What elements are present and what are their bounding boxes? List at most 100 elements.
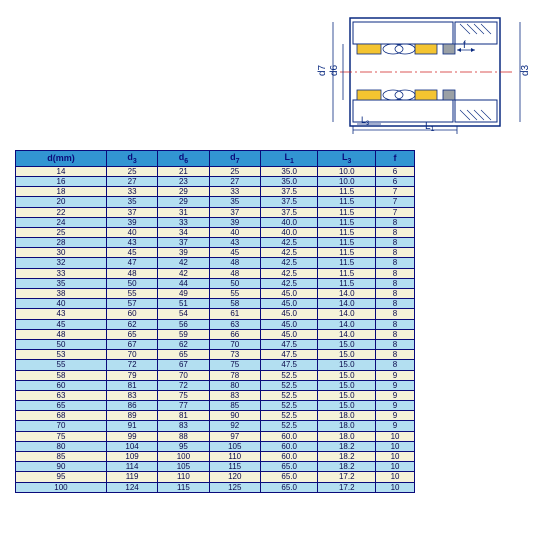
table-cell: 77: [158, 401, 209, 411]
table-cell: 65: [106, 329, 157, 339]
table-cell: 14.0: [318, 329, 376, 339]
table-cell: 44: [158, 278, 209, 288]
table-row: 7599889760.018.010: [16, 431, 415, 441]
table-cell: 92: [209, 421, 260, 431]
table-cell: 27: [106, 176, 157, 186]
seal-cross-section-diagram: d7 d6 d3 L1 L3 f: [315, 10, 535, 135]
table-cell: 99: [106, 431, 157, 441]
table-cell: 58: [209, 299, 260, 309]
table-cell: 17.2: [318, 472, 376, 482]
table-cell: 18.2: [318, 452, 376, 462]
table-cell: 37: [158, 238, 209, 248]
table-row: 1833293337.511.57: [16, 187, 415, 197]
table-cell: 14.0: [318, 299, 376, 309]
table-row: 5067627047.515.08: [16, 339, 415, 349]
table-cell: 60.0: [260, 431, 318, 441]
table-cell: 17.2: [318, 482, 376, 492]
table-cell: 10: [376, 462, 415, 472]
col-d7: d7: [209, 151, 260, 167]
table-cell: 81: [158, 411, 209, 421]
table-cell: 37.5: [260, 207, 318, 217]
table-cell: 48: [209, 268, 260, 278]
table-cell: 45.0: [260, 309, 318, 319]
table-cell: 28: [16, 238, 107, 248]
table-cell: 11.5: [318, 278, 376, 288]
col-L3: L3: [318, 151, 376, 167]
table-cell: 8: [376, 309, 415, 319]
table-cell: 73: [209, 350, 260, 360]
table-cell: 72: [158, 380, 209, 390]
table-cell: 90: [209, 411, 260, 421]
table-row: 4057515845.014.08: [16, 299, 415, 309]
table-cell: 67: [158, 360, 209, 370]
table-cell: 10: [376, 482, 415, 492]
table-cell: 35.0: [260, 166, 318, 176]
table-cell: 9: [376, 390, 415, 400]
table-cell: 97: [209, 431, 260, 441]
table-cell: 83: [158, 421, 209, 431]
table-cell: 8: [376, 278, 415, 288]
table-cell: 90: [16, 462, 107, 472]
table-cell: 70: [16, 421, 107, 431]
table-cell: 18.0: [318, 411, 376, 421]
table-cell: 8: [376, 360, 415, 370]
table-cell: 33: [209, 187, 260, 197]
table-cell: 39: [106, 217, 157, 227]
table-cell: 55: [209, 289, 260, 299]
dimensions-table: d(mm) d3 d6 d7 L1 L3 f 1425212535.010.06…: [15, 150, 415, 493]
table-cell: 18.2: [318, 462, 376, 472]
table-cell: 75: [209, 360, 260, 370]
table-cell: 120: [209, 472, 260, 482]
table-cell: 7: [376, 207, 415, 217]
table-cell: 9: [376, 401, 415, 411]
table-cell: 11.5: [318, 258, 376, 268]
table-cell: 35: [209, 197, 260, 207]
table-cell: 65: [158, 350, 209, 360]
table-cell: 95: [158, 441, 209, 451]
table-cell: 48: [106, 268, 157, 278]
table-cell: 49: [158, 289, 209, 299]
table-cell: 100: [158, 452, 209, 462]
table-cell: 115: [209, 462, 260, 472]
table-cell: 115: [158, 482, 209, 492]
table-cell: 50: [106, 278, 157, 288]
table-cell: 45: [209, 248, 260, 258]
table-cell: 125: [209, 482, 260, 492]
table-cell: 11.5: [318, 207, 376, 217]
table-cell: 11.5: [318, 248, 376, 258]
table-cell: 11.5: [318, 227, 376, 237]
table-cell: 8: [376, 238, 415, 248]
table-cell: 60.0: [260, 452, 318, 462]
table-cell: 29: [158, 187, 209, 197]
table-cell: 51: [158, 299, 209, 309]
table-row: 7091839252.518.09: [16, 421, 415, 431]
table-row: 5572677547.515.08: [16, 360, 415, 370]
table-cell: 50: [209, 278, 260, 288]
table-cell: 27: [209, 176, 260, 186]
table-cell: 38: [16, 289, 107, 299]
table-row: 8510910011060.018.210: [16, 452, 415, 462]
table-row: 4865596645.014.08: [16, 329, 415, 339]
table-cell: 10.0: [318, 176, 376, 186]
table-cell: 15.0: [318, 339, 376, 349]
table-cell: 52.5: [260, 421, 318, 431]
table-cell: 25: [16, 227, 107, 237]
table-cell: 11.5: [318, 217, 376, 227]
table-cell: 45.0: [260, 329, 318, 339]
table-cell: 52.5: [260, 390, 318, 400]
table-row: 9511911012065.017.210: [16, 472, 415, 482]
table-cell: 124: [106, 482, 157, 492]
table-cell: 29: [158, 197, 209, 207]
table-cell: 45.0: [260, 289, 318, 299]
table-row: 5879707852.515.09: [16, 370, 415, 380]
table-row: 6383758352.515.09: [16, 390, 415, 400]
table-cell: 14.0: [318, 289, 376, 299]
table-row: 3550445042.511.58: [16, 278, 415, 288]
table-cell: 9: [376, 370, 415, 380]
table-cell: 7: [376, 197, 415, 207]
table-cell: 18.2: [318, 441, 376, 451]
table-cell: 8: [376, 268, 415, 278]
table-cell: 47.5: [260, 339, 318, 349]
table-cell: 11.5: [318, 187, 376, 197]
table-cell: 47.5: [260, 350, 318, 360]
